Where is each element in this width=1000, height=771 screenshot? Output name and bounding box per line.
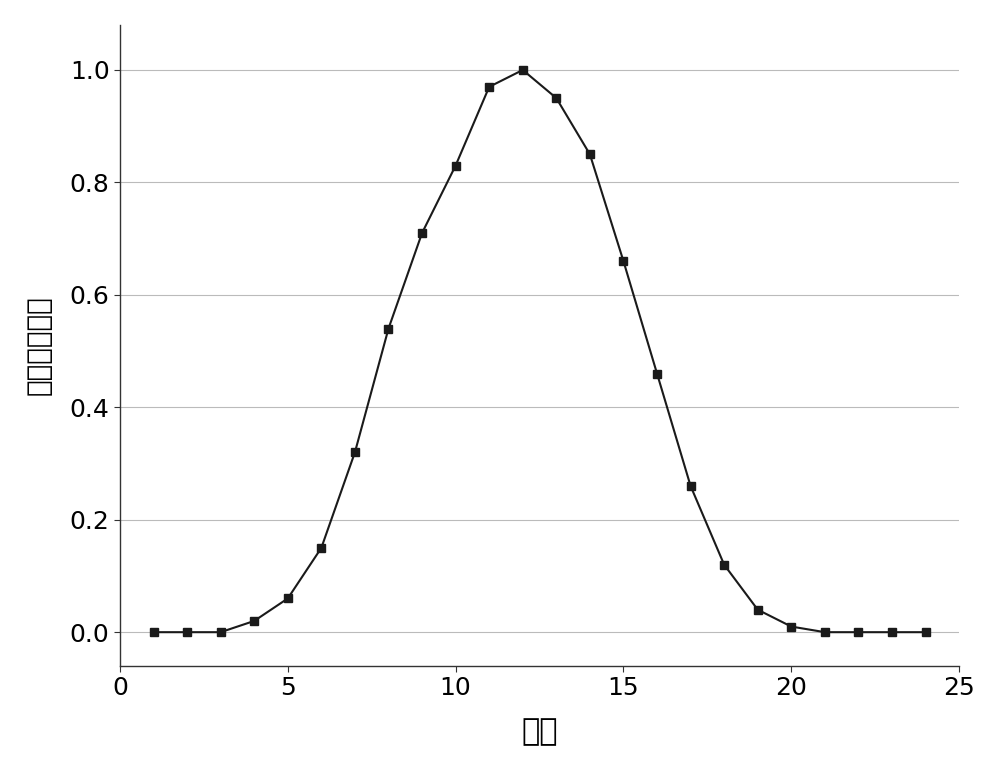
X-axis label: 时段: 时段 [521,717,558,746]
Y-axis label: 相对容量因数: 相对容量因数 [25,295,53,396]
